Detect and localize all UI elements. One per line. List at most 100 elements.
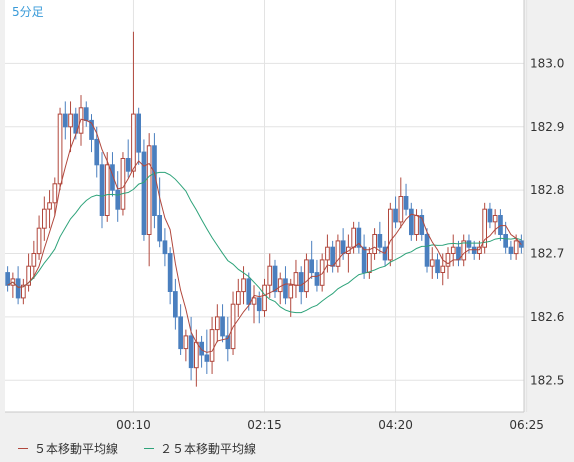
candle-body-down: [83, 107, 89, 122]
candle-body-up: [57, 113, 63, 185]
candle-body-down: [256, 297, 262, 312]
legend-item-ma5: ５本移動平均線: [18, 440, 118, 457]
candle-body-down: [199, 341, 205, 356]
candle-body-up: [120, 158, 126, 210]
candle-body-up: [304, 259, 309, 293]
candle-body-down: [157, 215, 163, 242]
candle-body-up: [194, 341, 199, 369]
candle-body-down: [99, 164, 105, 217]
candle-body-up: [482, 208, 487, 248]
y-tick-label: 182.7: [530, 247, 564, 261]
candlestick-chart: 182.5 182.6 182.7 182.8 182.9 183.0 00:10 02:15…: [5, 0, 564, 432]
candle-body-down: [5, 272, 11, 286]
candle-body-up: [429, 259, 435, 267]
candle-body-up: [52, 183, 58, 204]
ma25-swatch: [144, 447, 155, 449]
candle-body-down: [487, 208, 493, 223]
candle-body-up: [31, 253, 37, 267]
y-tick-label: 182.6: [530, 310, 564, 324]
candle-body-up: [47, 202, 52, 210]
ma5-swatch: [18, 447, 28, 449]
y-tick-label: 183.0: [530, 56, 564, 70]
x-tick-label: 04:20: [378, 418, 413, 432]
candle-body-up: [461, 240, 467, 261]
candle-body-up: [492, 215, 498, 223]
candle-body-up: [262, 284, 267, 312]
candle-body-up: [450, 246, 456, 254]
candle-body-up: [513, 240, 519, 255]
candle-body-up: [146, 145, 152, 235]
candle-body-down: [466, 240, 472, 248]
candle-body-up: [104, 164, 110, 217]
candle-body-up: [68, 113, 73, 128]
x-tick-label: 02:15: [247, 418, 282, 432]
candle-body-down: [141, 151, 147, 236]
candle-body-down: [89, 119, 94, 140]
ma25-line: [7, 171, 522, 314]
candle-body-down: [314, 272, 320, 286]
legend-label-ma5: ５本移動平均線: [34, 441, 119, 456]
candle-body-up: [335, 240, 341, 267]
candle-body-up: [398, 196, 404, 223]
candle-body-up: [183, 335, 189, 350]
candle-body-down: [393, 208, 398, 223]
candle-body-down: [178, 316, 184, 350]
y-tick-label: 182.9: [530, 120, 564, 134]
candle-body-down: [471, 246, 477, 254]
candle-body-up: [351, 227, 356, 248]
candle-body-down: [173, 291, 178, 318]
candle-body-down: [204, 354, 210, 362]
y-tick-label: 182.8: [530, 183, 564, 197]
candle-body-up: [267, 265, 273, 286]
legend-item-ma25: ２５本移動平均線: [144, 440, 256, 457]
candle-body-down: [220, 316, 225, 337]
candle-body-down: [309, 259, 314, 274]
candle-body-up: [440, 265, 446, 274]
candle-body-up: [277, 278, 283, 293]
candle-body-down: [246, 278, 252, 305]
candle-body-down: [272, 265, 278, 293]
candle-body-down: [498, 215, 503, 235]
y-tick-label: 182.5: [530, 373, 564, 387]
candle-body-down: [94, 138, 100, 166]
candle-body-up: [388, 208, 393, 261]
candle-body-up: [251, 297, 257, 305]
candle-body-up: [26, 265, 31, 286]
candle-body-down: [63, 113, 68, 128]
candle-body-up: [215, 316, 220, 331]
candle-body-down: [188, 335, 194, 369]
legend-label-ma25: ２５本移動平均線: [160, 441, 257, 456]
candle-body-up: [445, 253, 451, 267]
candle-body-down: [15, 278, 21, 299]
legend: ５本移動平均線 ２５本移動平均線: [18, 438, 282, 458]
candle-body-down: [403, 196, 409, 210]
candle-body-down: [377, 234, 383, 248]
candle-body-up: [241, 278, 246, 293]
candle-body-up: [21, 284, 26, 299]
candle-body-up: [288, 284, 294, 299]
candle-body-up: [42, 208, 47, 229]
candle-body-down: [136, 113, 142, 153]
candle-body-down: [435, 259, 440, 274]
candle-body-down: [110, 164, 115, 191]
candle-body-up: [477, 246, 482, 254]
candle-body-up: [236, 291, 241, 305]
candle-body-down: [125, 158, 131, 172]
candle-body-up: [414, 215, 419, 235]
candle-body-down: [330, 246, 335, 267]
candle-body-up: [325, 246, 330, 261]
candle-body-down: [225, 335, 231, 350]
candle-body-down: [424, 234, 430, 267]
candle-body-up: [36, 227, 42, 255]
candle-body-down: [298, 272, 304, 293]
candle-body-up: [372, 234, 377, 254]
candle-body-down: [503, 234, 508, 248]
candle-body-down: [115, 189, 121, 210]
ma5-line: [7, 118, 522, 353]
candle-body-down: [361, 246, 367, 274]
candle-body-up: [131, 113, 136, 172]
x-tick-label: 06:25: [509, 418, 544, 432]
candle-body-down: [419, 215, 425, 235]
candle-body-up: [367, 253, 372, 273]
